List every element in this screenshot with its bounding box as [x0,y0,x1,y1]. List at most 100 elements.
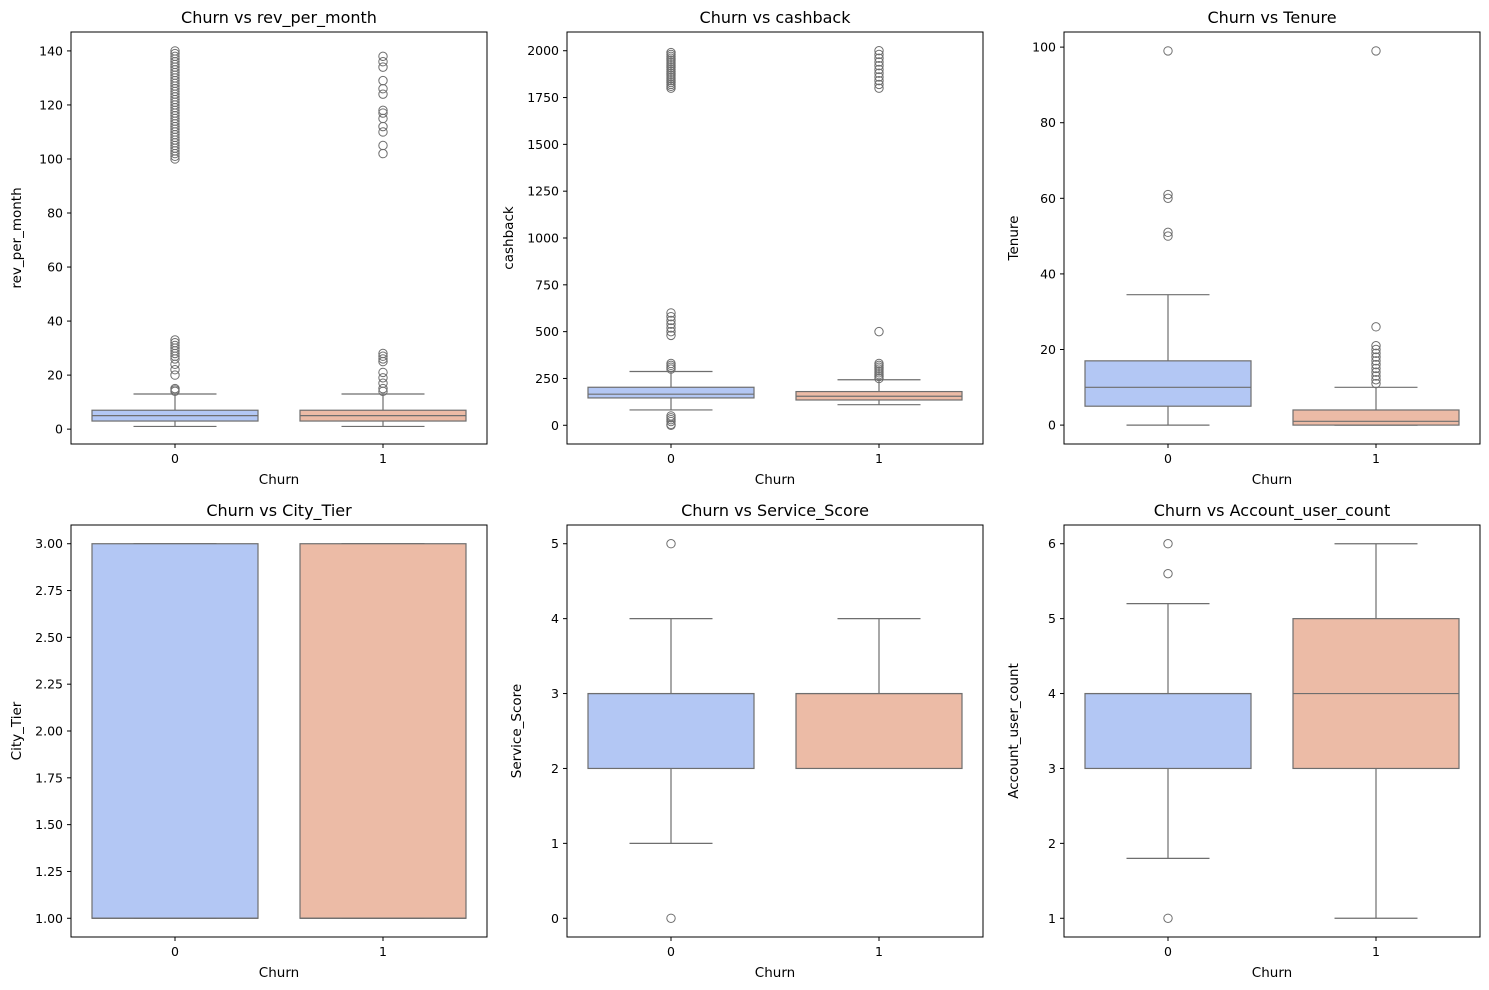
y-tick-label: 750 [535,277,559,292]
y-tick-label: 140 [39,43,63,58]
outlier-point [1163,539,1173,549]
axes-frame [1063,524,1481,938]
y-tick-label: 80 [1040,115,1056,130]
outlier-point [666,319,676,329]
y-tick-label: 6 [1048,536,1056,551]
outlier-point [378,383,388,394]
outlier-point [1371,352,1381,362]
box-group-0 [1084,46,1252,426]
outlier-point [1163,568,1173,579]
chart-title: Churn vs cashback [700,8,852,27]
outlier-point [170,335,180,345]
subplot-2: Churn vs Tenure 0 20 40 60 80 100 0 1 Churn Tenure [1006,8,1481,488]
y-tick-label: 2.50 [35,630,63,645]
outlier-point [666,326,676,337]
outlier-point [378,89,388,99]
outlier-point [874,61,884,71]
box-group-0 [91,543,259,919]
x-axis-label: Churn [755,472,795,488]
axes-frame [566,31,984,445]
outlier-point [170,337,180,348]
outlier-point [378,140,388,151]
x-tick-label: 0 [171,451,179,466]
outlier-point [666,47,676,58]
outlier-point [874,68,884,78]
y-tick-label: 1.50 [35,817,63,832]
y-tick-label: 0 [551,911,559,926]
y-tick-label: 0 [551,418,559,433]
x-axis-label: Churn [259,965,299,981]
y-tick-label: 100 [1032,40,1056,55]
outlier-point [874,79,884,90]
y-tick-label: 2 [1048,836,1056,851]
chart-title: Churn vs Tenure [1207,8,1336,27]
outlier-point [378,127,388,137]
outlier-point [170,46,180,56]
x-axis-label: Churn [1252,472,1292,488]
y-tick-label: 40 [1040,266,1056,281]
outlier-point [1163,193,1173,204]
outlier-point [1371,378,1381,389]
y-tick-label: 1 [551,836,559,851]
outlier-point [1371,356,1381,366]
outlier-point [1163,231,1173,241]
y-tick-label: 2000 [527,43,559,58]
box-group-1 [299,543,467,919]
outlier-point [1371,348,1381,358]
outlier-point [874,57,884,67]
outlier-point [1371,322,1381,332]
outlier-point [170,365,180,375]
outlier-point [378,367,388,378]
outlier-point [666,323,676,333]
chart-title: Churn vs rev_per_month [181,8,377,28]
outlier-point [874,326,884,337]
y-axis-label: Service_Score [509,684,525,778]
y-tick-label: 3 [551,686,559,701]
x-tick-label: 1 [1372,944,1380,959]
outlier-point [378,57,388,67]
outlier-point [378,121,388,132]
outlier-point [170,51,180,62]
y-tick-label: 500 [535,324,559,339]
y-axis-label: Account_user_count [1006,663,1022,799]
subplot-3: Churn vs City_Tier 1.00 1.25 1.50 1.75 2.00 2.… [9,501,488,981]
outlier-point [378,108,388,118]
outlier-point [1371,344,1381,355]
outlier-point [666,311,676,322]
y-tick-label: 20 [47,368,63,383]
y-tick-label: 2.00 [35,724,63,739]
y-tick-label: 60 [1040,191,1056,206]
outlier-point [874,64,884,75]
y-tick-label: 1.75 [35,770,63,785]
box-iqr [1084,360,1252,407]
box-group-1 [1292,46,1460,426]
box-iqr [587,692,755,770]
outlier-point [378,105,388,116]
y-tick-label: 0 [55,422,63,437]
box-group-0 [587,539,755,923]
y-tick-label: 40 [47,314,63,329]
outlier-point [666,913,676,923]
x-tick-label: 1 [1372,451,1380,466]
y-tick-label: 3 [1048,761,1056,776]
box-iqr [299,543,467,919]
y-tick-label: 1500 [527,137,559,152]
outlier-point [378,354,388,364]
outlier-point [874,83,884,93]
y-tick-label: 5 [551,536,559,551]
subplot-0: Churn vs rev_per_month 0 20 40 60 80 100 120 140… [9,8,488,488]
outlier-point [378,148,388,159]
x-tick-label: 0 [1164,944,1172,959]
x-tick-label: 1 [379,944,387,959]
axes-frame [566,524,984,938]
outlier-point [1371,367,1381,377]
y-tick-label: 2 [551,761,559,776]
outlier-point [874,46,884,56]
subplot-1: Churn vs cashback 0 250 500 750 1000 1250 1500 1… [501,8,984,488]
x-tick-label: 0 [667,944,675,959]
x-tick-label: 0 [1164,451,1172,466]
y-tick-label: 250 [535,371,559,386]
chart-title: Churn vs Account_user_count [1154,501,1391,521]
outlier-point [874,75,884,86]
outlier-point [666,539,676,549]
